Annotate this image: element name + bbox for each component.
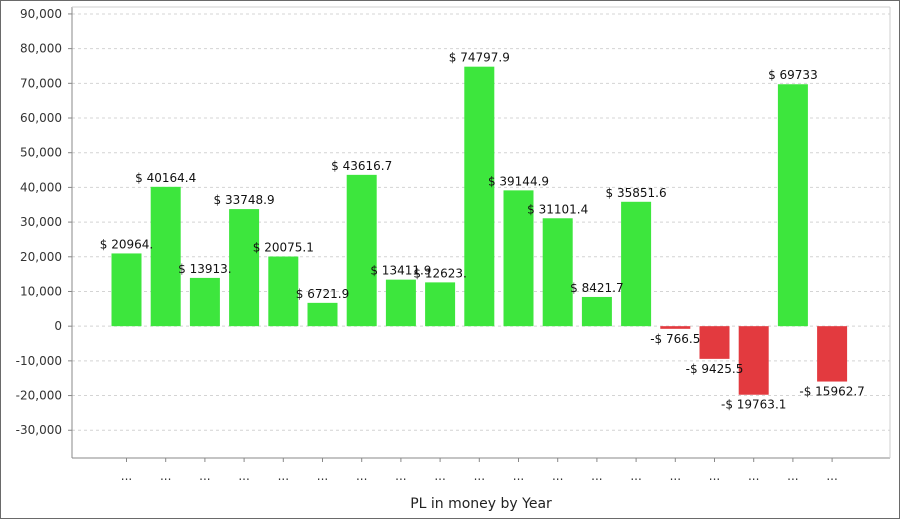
x-tick-label: ... xyxy=(474,469,485,483)
bar xyxy=(150,186,181,327)
x-tick-label: ... xyxy=(121,469,132,483)
x-tick-label: ... xyxy=(160,469,171,483)
data-label: $ 35851.6 xyxy=(606,186,667,200)
y-tick-labels: -30,000 -20,000 -10,000 0 10,000 20,000 30,000… xyxy=(16,7,62,437)
data-label: $ 31101.4 xyxy=(527,202,588,216)
bar xyxy=(229,209,260,327)
bar xyxy=(542,218,573,327)
y-tick-label: 30,000 xyxy=(20,215,62,229)
x-tick-label: ... xyxy=(630,469,641,483)
y-tick-label: 20,000 xyxy=(20,250,62,264)
x-tick-label: ... xyxy=(278,469,289,483)
bar xyxy=(425,282,456,327)
x-tick-label: ... xyxy=(356,469,367,483)
bar xyxy=(464,66,495,327)
x-tick-label: ... xyxy=(238,469,249,483)
data-label: $ 39144.9 xyxy=(488,174,549,188)
data-label: $ 13913. xyxy=(178,262,231,276)
x-tick-label: ... xyxy=(317,469,328,483)
y-tick-label: 10,000 xyxy=(20,284,62,298)
bar xyxy=(660,326,691,329)
bars xyxy=(111,66,848,395)
data-label: -$ 15962.7 xyxy=(799,385,864,399)
x-tick-label: ... xyxy=(670,469,681,483)
x-tick-label: ... xyxy=(826,469,837,483)
data-labels: $ 20964. $ 40164.4 $ 13913. $ 33748.9 $ 2007… xyxy=(100,51,865,412)
data-label: -$ 766.5 xyxy=(650,332,700,346)
bar xyxy=(699,326,730,359)
data-label: $ 6721.9 xyxy=(296,287,349,301)
bar xyxy=(738,326,769,395)
x-tick-label: ... xyxy=(748,469,759,483)
y-tick-label: -30,000 xyxy=(16,423,62,437)
data-label: $ 33748.9 xyxy=(214,193,275,207)
data-label: $ 20964. xyxy=(100,237,153,251)
data-label: $ 12623. xyxy=(413,266,466,280)
y-tick-label: 80,000 xyxy=(20,42,62,56)
data-label: $ 13411.9 xyxy=(370,264,431,278)
bar xyxy=(111,253,142,327)
x-axis-label: PL in money by Year xyxy=(410,496,552,512)
x-tick-label: ... xyxy=(787,469,798,483)
axes xyxy=(68,6,891,462)
bar xyxy=(581,296,612,327)
y-tick-label: 40,000 xyxy=(20,180,62,194)
y-tick-label: 60,000 xyxy=(20,111,62,125)
bar xyxy=(268,256,299,327)
x-tick-label: ... xyxy=(395,469,406,483)
x-tick-label: ... xyxy=(199,469,210,483)
x-tick-label: ... xyxy=(513,469,524,483)
x-tick-label: ... xyxy=(552,469,563,483)
data-label: $ 8421.7 xyxy=(570,281,623,295)
y-tick-label: 0 xyxy=(54,319,62,333)
bar xyxy=(817,326,848,382)
bar xyxy=(346,174,377,327)
data-label: $ 20075.1 xyxy=(253,241,314,255)
y-tick-label: 70,000 xyxy=(20,76,62,90)
bar xyxy=(385,279,416,327)
bar xyxy=(503,190,534,327)
y-tick-label: 90,000 xyxy=(20,7,62,21)
data-label: -$ 19763.1 xyxy=(721,398,786,412)
y-tick-label: -10,000 xyxy=(16,354,62,368)
bar xyxy=(307,302,338,327)
y-tick-label: 50,000 xyxy=(20,146,62,160)
x-tick-label: ... xyxy=(434,469,445,483)
x-tick-label: ... xyxy=(709,469,720,483)
data-label: -$ 9425.5 xyxy=(686,362,744,376)
bar xyxy=(777,84,808,327)
data-label: $ 40164.4 xyxy=(135,171,196,185)
data-label: $ 74797.9 xyxy=(449,51,510,65)
bar xyxy=(621,201,652,327)
x-tick-label: ... xyxy=(591,469,602,483)
y-tick-label: -20,000 xyxy=(16,389,62,403)
data-label: $ 43616.7 xyxy=(331,159,392,173)
data-label: $ 69733 xyxy=(768,68,818,82)
bar xyxy=(189,277,220,327)
x-tick-labels: ........................................… xyxy=(121,469,838,483)
